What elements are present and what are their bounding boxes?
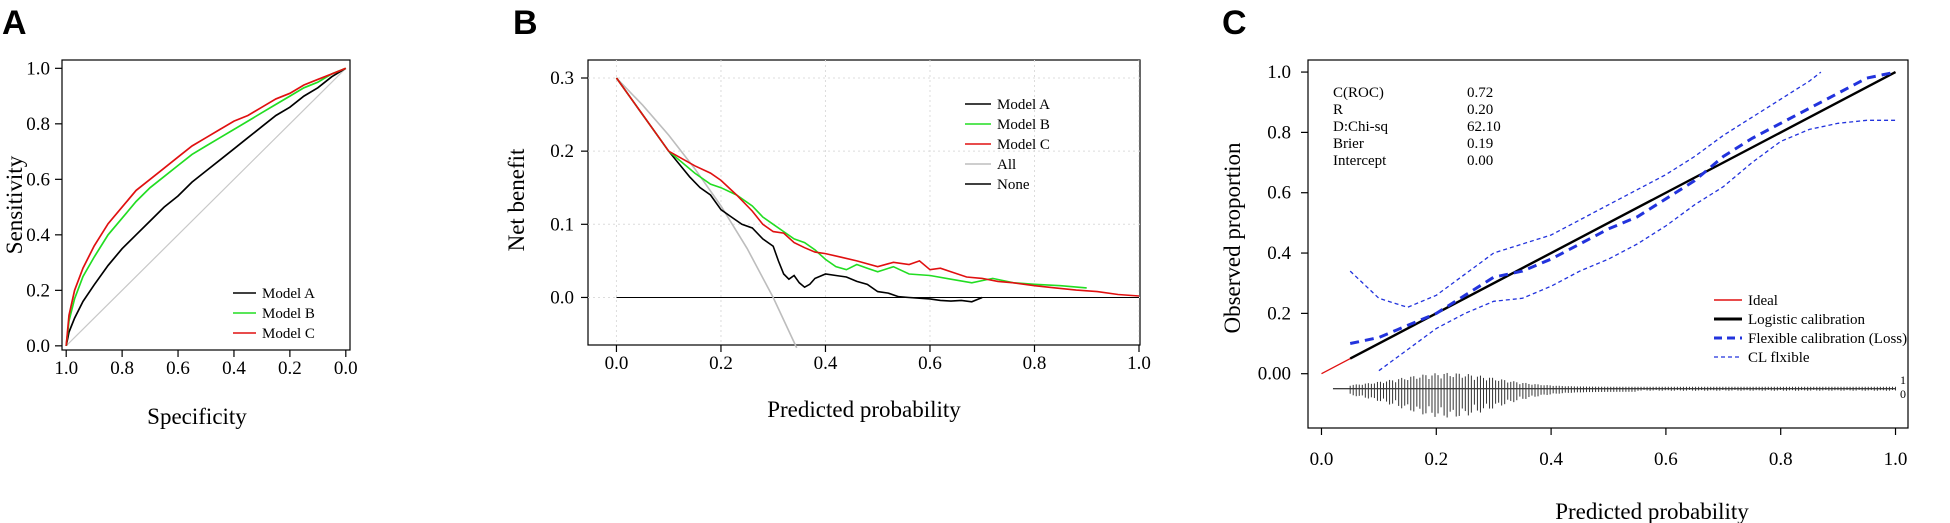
stat-value-dchisq: 62.10 [1467, 119, 1501, 135]
panel-b-y-axis-label: Net benefit [504, 148, 529, 251]
panel-b-legend: Model A Model B Model C All None [965, 97, 1050, 193]
panel-a-y-tick-label: 0.4 [26, 225, 50, 246]
stat-label-intercept: Intercept [1333, 153, 1387, 169]
panel-c-legend: Ideal Logistic calibration Flexible cali… [1714, 293, 1907, 366]
panel-b-y-tick-label: 0.0 [550, 287, 574, 308]
panel-b-y-tick-label: 0.3 [550, 68, 574, 89]
panel-b-frame [588, 60, 1140, 345]
panel-b-x-tick-label: 0.6 [918, 353, 942, 374]
panel-c-x-tick-label: 0.6 [1654, 449, 1678, 470]
panel-a-y-tick-label: 0.6 [26, 169, 50, 190]
panel-c-x-tick-label: 0.0 [1310, 449, 1334, 470]
panel-c-x-tick-label: 0.8 [1769, 449, 1793, 470]
legend-ideal: Ideal [1748, 293, 1778, 309]
panel-c-label: C [1222, 4, 1247, 42]
net-benefit-curve-all [617, 78, 797, 348]
stat-value-brier: 0.19 [1467, 136, 1493, 152]
panel-c-y-tick-label: 0.8 [1267, 122, 1291, 143]
legend-b-model-a: Model A [997, 97, 1050, 113]
panel-c-y-tick-label: 0.2 [1267, 303, 1291, 324]
stat-value-intercept: 0.00 [1467, 153, 1493, 169]
panel-a-x-tick-label: 0.4 [222, 358, 246, 379]
panel-b: B 0.0 0.2 0.4 0.6 0.8 1.0 0.0 0.1 0.2 0.3 Predict… [504, 4, 1151, 422]
panel-a-x-tick-label: 0.2 [278, 358, 302, 379]
panel-c-y-tick-label: 0.4 [1267, 243, 1291, 264]
panel-b-x-tick-label: 0.0 [605, 353, 629, 374]
panel-a: A 1.0 0.8 0.6 0.4 0.2 0.0 0.0 0.2 0.4 0.6 0.8 1.0 S… [2, 4, 358, 429]
panel-c-x-tick-label: 1.0 [1884, 449, 1908, 470]
panel-b-x-tick-label: 0.4 [814, 353, 838, 374]
panel-a-x-tick-label: 0.0 [334, 358, 358, 379]
panel-c-x-axis-label: Predicted probability [1555, 499, 1749, 523]
legend-model-b: Model B [262, 306, 315, 322]
panel-a-reference-line [66, 68, 346, 346]
panel-a-y-tick-label: 0.8 [26, 114, 50, 135]
panel-c-y-tick-label: 0.00 [1258, 364, 1291, 385]
net-benefit-curve-model-c [617, 78, 1140, 296]
panel-b-x-tick-label: 0.8 [1023, 353, 1047, 374]
panel-b-x-tick-label: 1.0 [1127, 353, 1151, 374]
legend-flexible-calibration: Flexible calibration (Loss) [1748, 331, 1907, 347]
panel-c-y-tick-label: 1.0 [1267, 62, 1291, 83]
legend-model-c: Model C [262, 326, 315, 342]
stat-label-brier: Brier [1333, 136, 1364, 152]
panel-a-x-tick-label: 0.6 [166, 358, 190, 379]
legend-b-none: None [997, 177, 1030, 193]
panel-c-y-axis-label: Observed proportion [1220, 142, 1245, 333]
calibration-flexible-calibration-loss [1350, 72, 1895, 343]
panel-a-legend: Model A Model B Model C [233, 286, 315, 342]
legend-logistic-calibration: Logistic calibration [1748, 312, 1866, 328]
panel-b-y-tick-label: 0.2 [550, 141, 574, 162]
panel-a-y-axis-label: Sensitivity [2, 155, 27, 254]
legend-b-model-b: Model B [997, 117, 1050, 133]
rug-label-0: 0 [1900, 387, 1906, 401]
panel-a-label: A [2, 4, 27, 42]
panel-c-rug [1333, 373, 1896, 418]
stat-value-r: 0.20 [1467, 102, 1493, 118]
panel-b-x-tick-label: 0.2 [709, 353, 733, 374]
panel-c: C 0.0 0.2 0.4 0.6 0.8 1.00.000.20.40.60.81.0 … [1220, 4, 1908, 523]
panel-c-y-tick-label: 0.6 [1267, 183, 1291, 204]
panel-c-frame [1308, 60, 1908, 428]
legend-b-all: All [997, 157, 1016, 173]
panel-b-x-axis-label: Predicted probability [767, 397, 961, 422]
calibration-cl-flxible [1350, 72, 1821, 307]
panel-a-x-tick-label: 1.0 [54, 358, 78, 379]
panel-b-y-tick-label: 0.1 [550, 214, 574, 235]
panel-c-x-tick-label: 0.2 [1424, 449, 1448, 470]
panel-a-y-tick-label: 1.0 [26, 58, 50, 79]
legend-b-model-c: Model C [997, 137, 1050, 153]
panel-a-y-tick-label: 0.0 [26, 336, 50, 357]
rug-label-1: 1 [1900, 373, 1906, 387]
legend-model-a: Model A [262, 286, 315, 302]
stat-label-r: R [1333, 102, 1343, 118]
legend-cl-flxible: CL flxible [1748, 350, 1810, 366]
panel-c-stats: C(ROC) 0.72 R 0.20 D:Chi-sq 62.10 Brier … [1333, 85, 1501, 169]
panel-a-y-tick-label: 0.2 [26, 280, 50, 301]
panel-a-x-tick-label: 0.8 [110, 358, 134, 379]
stat-label-dchisq: D:Chi-sq [1333, 119, 1389, 135]
stat-value-croc: 0.72 [1467, 85, 1493, 101]
panel-b-label: B [513, 4, 538, 42]
panel-c-x-tick-label: 0.4 [1539, 449, 1563, 470]
panel-a-x-axis-label: Specificity [147, 404, 247, 429]
stat-label-croc: C(ROC) [1333, 85, 1384, 101]
